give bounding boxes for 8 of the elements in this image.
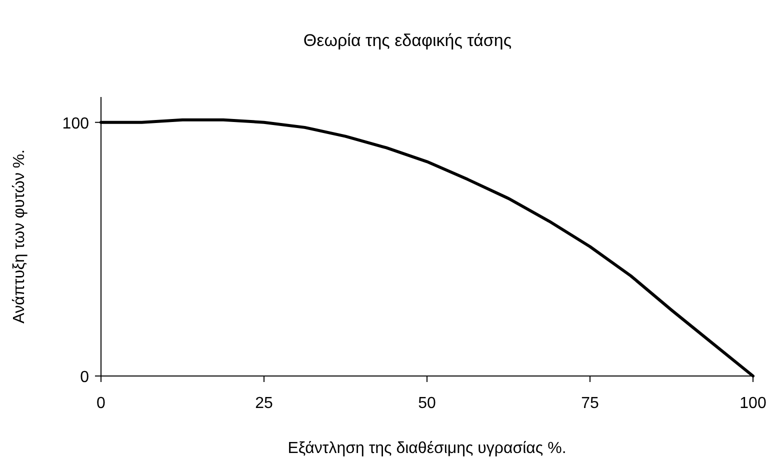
x-axis-title: Εξάντληση της διαθέσιμης υγρασίας %. (288, 440, 566, 457)
y-axis-title: Ανάπτυξη των φυτών %. (11, 149, 28, 324)
x-tick-label: 50 (418, 395, 436, 412)
x-tick-label: 75 (581, 395, 599, 412)
x-tick-label: 100 (740, 395, 766, 412)
x-tick-label: 25 (255, 395, 273, 412)
x-tick-label: 0 (96, 395, 106, 412)
chart-title: Θεωρία της εδαφικής τάσης (303, 31, 512, 50)
